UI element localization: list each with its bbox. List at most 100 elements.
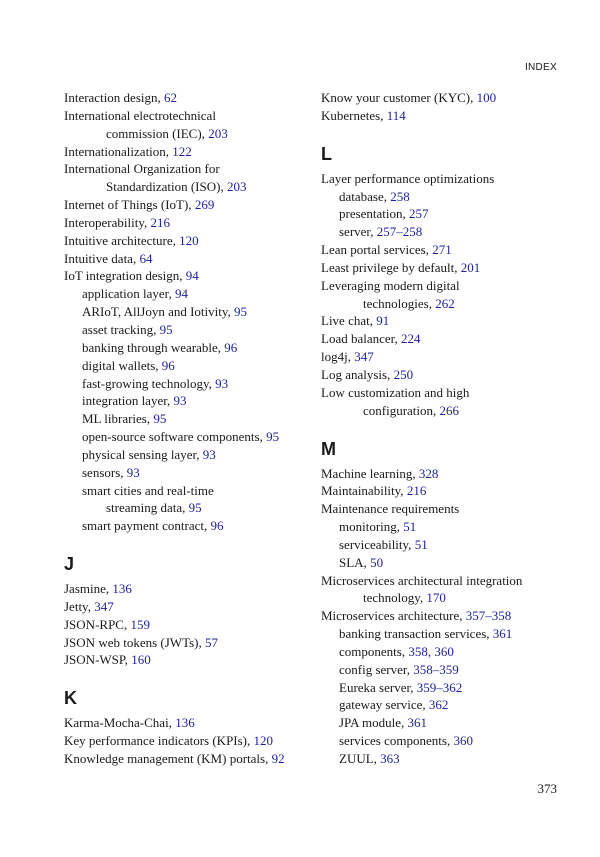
page-reference-link[interactable]: 95 — [234, 304, 248, 320]
index-entry: Intuitive architecture, 120 — [64, 232, 310, 250]
page-reference-link[interactable]: 93 — [126, 464, 140, 480]
page-reference-link[interactable]: 136 — [112, 581, 132, 597]
page-reference-link[interactable]: 358, 360 — [408, 643, 454, 659]
page-reference-link[interactable]: 266 — [439, 402, 460, 418]
index-entry: Machine learning, 328 — [321, 465, 561, 483]
page-reference-link[interactable]: 92 — [271, 751, 285, 766]
page-reference-link[interactable]: 160 — [131, 652, 151, 668]
page-reference-link[interactable]: 347 — [94, 598, 114, 614]
page-reference-link[interactable]: 120 — [179, 232, 199, 248]
page-reference-link[interactable]: 328 — [418, 465, 439, 481]
index-subentry: components, 358, 360 — [321, 643, 561, 661]
index-subentry: config server, 358–359 — [321, 661, 561, 679]
page-reference-link[interactable]: 114 — [386, 107, 406, 123]
entry-term: services components, — [339, 733, 454, 749]
running-head: INDEX — [524, 62, 557, 73]
index-entry: Load balancer, 224 — [321, 330, 561, 348]
entry-term: Internationalization, — [64, 143, 173, 159]
index-subentry: application layer, 94 — [64, 285, 310, 303]
page-reference-link[interactable]: 94 — [185, 268, 199, 284]
index-entry: Maintainability, 216 — [321, 482, 561, 500]
page-reference-link[interactable]: 262 — [435, 295, 455, 311]
page-reference-link[interactable]: 50 — [370, 554, 384, 570]
index-subentry: services components, 360 — [321, 732, 561, 750]
page-reference-link[interactable]: 201 — [460, 259, 481, 275]
index-subentry: banking transaction services, 361 — [321, 625, 561, 643]
page-reference-link[interactable]: 94 — [174, 286, 188, 302]
page-reference-link[interactable]: 93 — [173, 393, 187, 409]
page-reference-link[interactable]: 159 — [130, 616, 150, 632]
page-reference-link[interactable]: 257–258 — [376, 224, 423, 240]
page-reference-link[interactable]: 170 — [426, 590, 446, 606]
index-column-right: Know your customer (KYC), 100 Kubernetes,… — [321, 89, 561, 768]
entry-term: smart cities and real-time — [82, 482, 214, 498]
index-subentry: banking through wearable, 96 — [64, 339, 310, 357]
page-reference-link[interactable]: 203 — [208, 125, 228, 141]
page-reference-link[interactable]: 359–362 — [416, 679, 463, 695]
index-entry: configuration, 266 — [321, 402, 561, 420]
page-reference-link[interactable]: 95 — [188, 500, 202, 516]
page-reference-link[interactable]: 361 — [492, 626, 513, 642]
entry-term: Machine learning, — [321, 465, 419, 481]
index-subentry: SLA, 50 — [321, 554, 561, 572]
index-column-left: Interaction design, 62 International elec… — [64, 89, 310, 768]
page-reference-link[interactable]: 363 — [380, 751, 400, 766]
page-reference-link[interactable]: 203 — [226, 179, 247, 195]
entry-term: JSON-WSP, — [64, 652, 132, 668]
entry-term: JPA module, — [339, 715, 408, 731]
page-reference-link[interactable]: 57 — [205, 634, 218, 650]
index-subentry: open-source software components, 95 — [64, 428, 310, 446]
page-reference-link[interactable]: 93 — [215, 375, 229, 391]
entry-term: International Organization for — [64, 161, 220, 177]
page-reference-link[interactable]: 224 — [400, 331, 421, 347]
page-reference-link[interactable]: 62 — [164, 90, 177, 105]
page-reference-link[interactable]: 216 — [150, 214, 171, 230]
page-reference-link[interactable]: 257 — [409, 206, 429, 222]
entry-term: banking transaction services, — [339, 626, 493, 642]
page-reference-link[interactable]: 258 — [390, 188, 410, 204]
page-reference-link[interactable]: 216 — [406, 483, 427, 499]
index-subentry: sensors, 93 — [64, 464, 310, 482]
page-reference-link[interactable]: 51 — [403, 519, 417, 535]
index-entry: Interoperability, 216 — [64, 214, 310, 232]
page-reference-link[interactable]: 347 — [354, 349, 374, 365]
page-reference-link[interactable]: 269 — [194, 197, 215, 213]
page-reference-link[interactable]: 360 — [453, 733, 473, 749]
index-subentry: server, 257–258 — [321, 223, 561, 241]
index-entry: Least privilege by default, 201 — [321, 259, 561, 277]
index-entry: Microservices architectural integration — [321, 572, 561, 590]
entry-term: Lean portal services, — [321, 242, 433, 258]
entry-term: streaming data, — [106, 500, 189, 516]
page-reference-link[interactable]: 100 — [476, 90, 497, 105]
index-subentry: presentation, 257 — [321, 205, 561, 223]
index-entry: IoT integration design, 94 — [64, 267, 310, 285]
entry-term: Least privilege by default, — [321, 259, 461, 275]
page-reference-link[interactable]: 51 — [414, 536, 428, 552]
page-reference-link[interactable]: 357–358 — [465, 608, 512, 624]
entry-term: International electrotechnical — [64, 107, 216, 123]
page-reference-link[interactable]: 95 — [159, 321, 173, 337]
page-reference-link[interactable]: 96 — [224, 339, 238, 355]
index-subentry: ML libraries, 95 — [64, 410, 310, 428]
entry-term: integration layer, — [82, 393, 174, 409]
page-reference-link[interactable]: 96 — [161, 357, 175, 373]
page-reference-link[interactable]: 250 — [393, 366, 414, 382]
page-reference-link[interactable]: 95 — [266, 429, 280, 445]
page-reference-link[interactable]: 95 — [153, 411, 167, 427]
page-reference-link[interactable]: 96 — [210, 518, 224, 534]
page-reference-link[interactable]: 362 — [428, 697, 449, 713]
page-reference-link[interactable]: 136 — [175, 715, 195, 731]
page-reference-link[interactable]: 64 — [139, 250, 153, 266]
page-reference-link[interactable]: 271 — [432, 242, 452, 258]
entry-term: banking through wearable, — [82, 339, 225, 355]
page-reference-link[interactable]: 120 — [253, 733, 274, 749]
index-entry: Lean portal services, 271 — [321, 241, 561, 259]
page-reference-link[interactable]: 358–359 — [413, 661, 459, 677]
entry-term: serviceability, — [339, 536, 415, 552]
page-reference-link[interactable]: 93 — [202, 446, 216, 462]
page-reference-link[interactable]: 361 — [407, 715, 428, 731]
index-subentry: physical sensing layer, 93 — [64, 446, 310, 464]
page-reference-link[interactable]: 91 — [376, 313, 390, 329]
index-subentry: serviceability, 51 — [321, 536, 561, 554]
page-reference-link[interactable]: 122 — [172, 143, 192, 159]
